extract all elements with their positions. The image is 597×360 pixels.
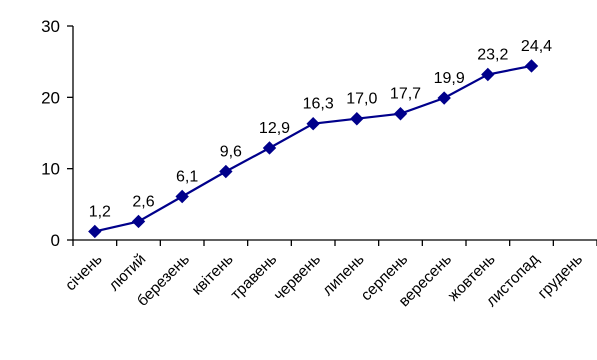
data-label: 17,0 bbox=[346, 91, 377, 108]
data-label: 6,1 bbox=[176, 168, 198, 185]
x-tick-label: січень bbox=[62, 251, 106, 295]
data-label: 23,2 bbox=[477, 47, 508, 64]
data-point-marker bbox=[262, 141, 277, 155]
chart-axes bbox=[67, 25, 597, 246]
data-point-marker bbox=[88, 224, 102, 239]
data-label: 24,4 bbox=[521, 38, 552, 55]
data-labels: 1,2 2,6 6,1 9,6 12,9 16,3 17,0 17,7 19,9… bbox=[89, 38, 552, 220]
y-tick-label: 0 bbox=[51, 231, 60, 250]
data-label: 16,3 bbox=[303, 96, 334, 113]
data-point-marker bbox=[437, 91, 451, 105]
data-point-marker bbox=[393, 107, 408, 121]
y-tick-label: 20 bbox=[41, 88, 60, 107]
data-label: 1,2 bbox=[89, 203, 111, 220]
data-point-marker bbox=[481, 67, 495, 82]
data-label: 12,9 bbox=[259, 120, 290, 137]
series-polyline bbox=[94, 64, 532, 233]
x-tick-label: травень bbox=[228, 251, 281, 304]
data-label: 19,9 bbox=[434, 70, 465, 87]
x-axis-tick-labels: січень лютий березень квітень травень че… bbox=[62, 251, 586, 310]
data-point-marker bbox=[524, 59, 539, 73]
y-axis-tick-labels: 0 10 20 30 bbox=[41, 17, 60, 250]
data-point-marker bbox=[175, 189, 189, 204]
data-point-marker bbox=[131, 214, 146, 229]
series-line bbox=[94, 64, 532, 233]
data-label: 2,6 bbox=[132, 193, 154, 210]
data-label: 17,7 bbox=[390, 86, 421, 103]
data-point-marker bbox=[306, 117, 320, 131]
data-point-marker bbox=[219, 164, 233, 179]
series-markers bbox=[88, 59, 539, 239]
y-tick-label: 30 bbox=[41, 17, 60, 36]
data-point-marker bbox=[350, 112, 364, 126]
data-label: 9,6 bbox=[220, 144, 242, 161]
x-tick-label: червень bbox=[271, 251, 324, 304]
x-tick-label: грудень bbox=[535, 251, 586, 302]
y-tick-label: 10 bbox=[41, 160, 60, 179]
